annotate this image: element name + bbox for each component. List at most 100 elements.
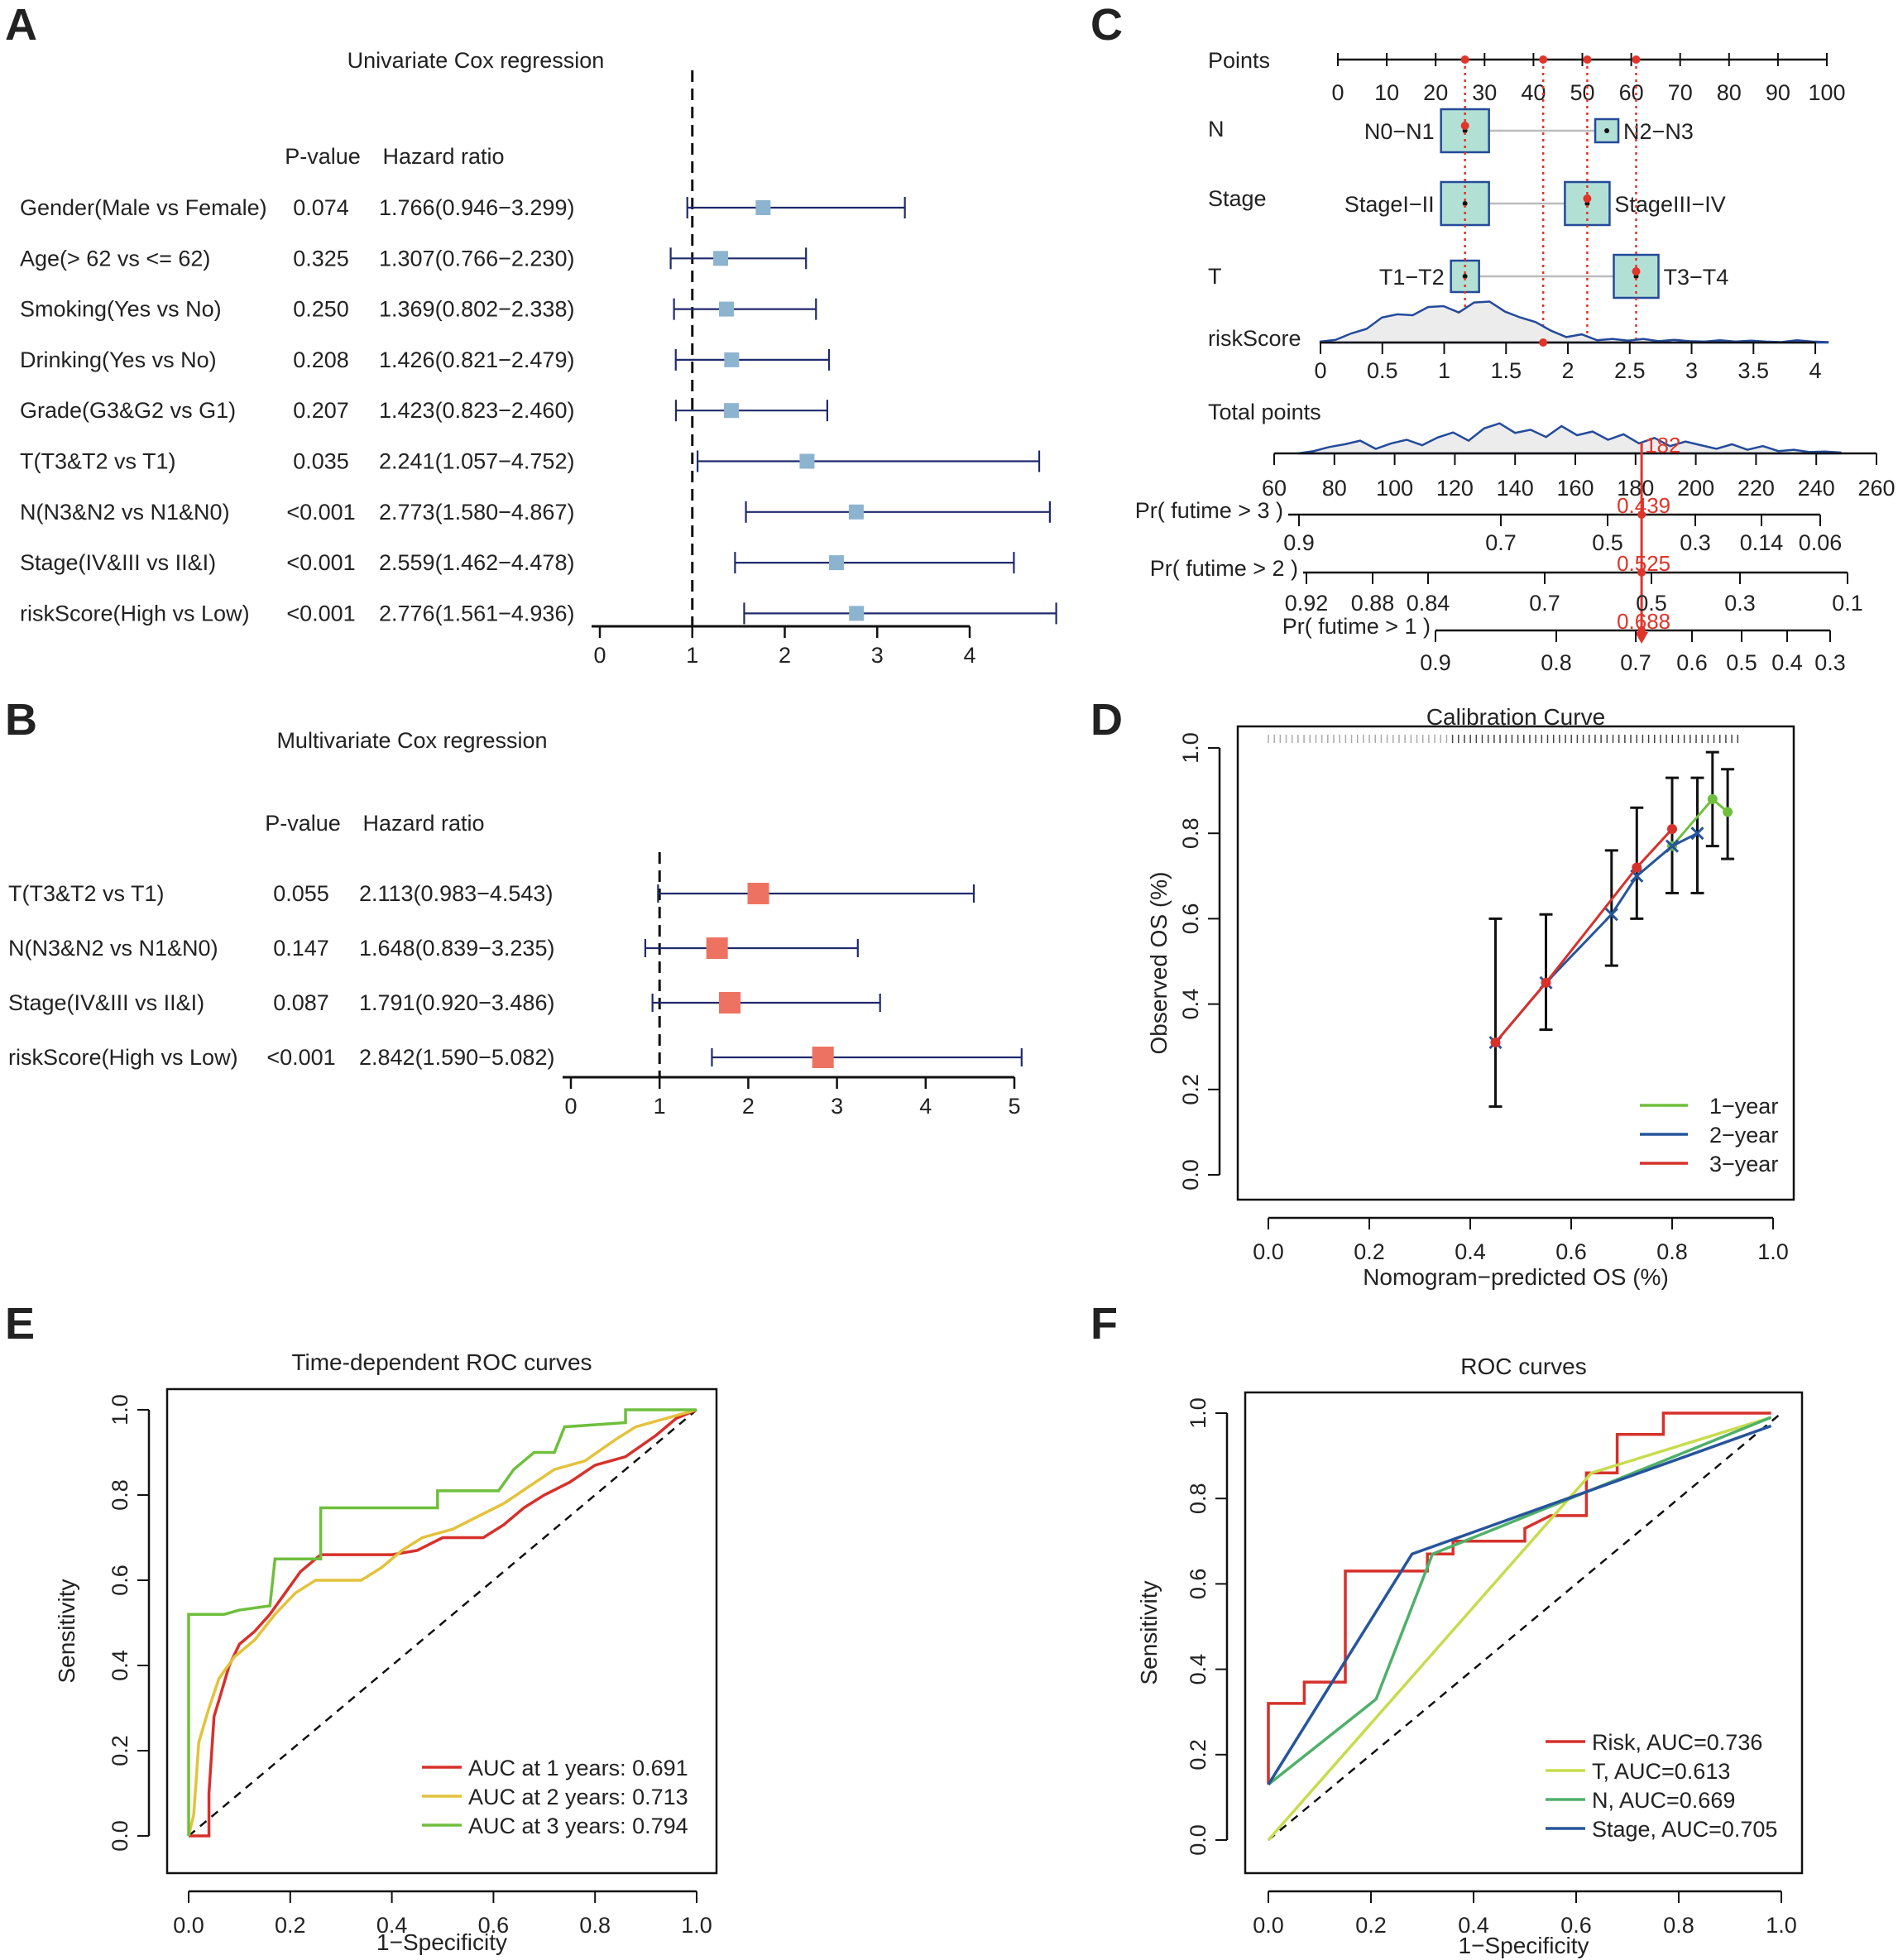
row-pvalue: 0.325 (293, 246, 349, 271)
x-tick-label: 1.0 (1766, 1913, 1797, 1938)
x-axis-label: 1−Specificity (1459, 1933, 1589, 1958)
total-points-tick-label: 140 (1497, 476, 1534, 501)
x-tick-label: 3 (871, 643, 884, 668)
total-points-tick-label: 240 (1798, 476, 1835, 501)
x-tick-label: 0.2 (275, 1913, 306, 1938)
column-header-pvalue: P-value (265, 811, 341, 836)
points-tick-label: 10 (1374, 80, 1399, 105)
panel-label-b: B (5, 695, 37, 745)
probability-tick-label: 0.7 (1485, 530, 1517, 555)
row-label: T(T3&T2 vs T1) (20, 449, 176, 474)
x-tick-label: 4 (963, 643, 975, 668)
row-pvalue: <0.001 (286, 500, 355, 525)
row-hazard-ratio: 1.307(0.766−2.230) (379, 246, 574, 271)
x-tick-label: 5 (1008, 1094, 1020, 1119)
hr-marker (718, 992, 741, 1014)
hr-marker (828, 555, 844, 571)
roc-curve (187, 1408, 697, 1836)
x-tick-label: 1 (686, 643, 698, 668)
row-label: Stage(IV&III vs II&I) (8, 990, 204, 1015)
legend-box (1539, 1723, 1800, 1846)
hr-marker (848, 504, 864, 520)
x-tick-label: 0.0 (173, 1913, 204, 1938)
x-tick-label: 1 (654, 1094, 666, 1119)
probability-tick-label: 0.6 (1676, 650, 1708, 675)
level-box (1594, 117, 1620, 144)
total-points-density (1297, 422, 1842, 455)
total-points-tick-label: 180 (1617, 476, 1654, 501)
panel-d-calibration: Calibration Curve 0.0 0.2 0.4 0.6 0.8 1.0 0.0 0.… (1146, 704, 1795, 1290)
x-tick-label: 0.6 (1560, 1913, 1592, 1938)
calibration-marker-x (1630, 869, 1644, 883)
points-tick-label: 80 (1717, 80, 1742, 105)
probability-marker (1637, 568, 1646, 577)
diagonal-reference (1268, 1412, 1782, 1841)
points-tick-label: 100 (1808, 80, 1845, 105)
chart-title: Univariate Cox regression (347, 48, 605, 73)
row-hazard-ratio: 2.113(0.983−4.543) (359, 881, 553, 906)
row-pvalue: 0.055 (273, 881, 329, 906)
x-tick-label: 0 (564, 1094, 577, 1119)
calibration-line (1670, 797, 1729, 847)
level-label: T1−T2 (1379, 265, 1445, 290)
probability-tick-label: 0.7 (1620, 650, 1651, 675)
x-tick-label: 0.4 (376, 1913, 408, 1938)
riskscore-density (1319, 300, 1829, 344)
probability-value: 0.525 (1617, 551, 1670, 576)
x-tick-label: 0.6 (478, 1913, 510, 1938)
hr-marker (799, 453, 815, 469)
row-pvalue: 0.035 (293, 449, 349, 474)
calibration-marker (1632, 862, 1642, 873)
y-tick-label: 0.0 (108, 1820, 132, 1852)
panel-e-time-roc: Time-dependent ROC curves 0.0 0.2 0.4 0.6 0.8… (54, 1349, 718, 1955)
points-marker (1632, 55, 1641, 64)
total-points-label: Total points (1208, 400, 1321, 424)
probability-tick-label: 0.84 (1407, 591, 1450, 616)
probability-tick-label: 0.4 (1771, 650, 1803, 675)
variable-name: Stage (1208, 186, 1267, 211)
probability-tick-label: 0.5 (1636, 591, 1667, 616)
probability-tick-label: 0.06 (1799, 530, 1843, 555)
legend-label: 3−year (1709, 1152, 1778, 1176)
y-tick-label: 0.4 (108, 1650, 132, 1681)
chart-title: Calibration Curve (1426, 704, 1605, 730)
plot-frame (165, 1387, 718, 1875)
row-hazard-ratio: 1.423(0.823−2.460) (379, 398, 574, 423)
legend-box (415, 1749, 713, 1842)
roc-curve (189, 1408, 697, 1838)
total-points-tick-label: 260 (1857, 476, 1895, 501)
calibration-marker (1707, 793, 1718, 804)
probability-tick-label: 0.8 (1541, 650, 1572, 675)
panel-b-forest-multivariate: Multivariate Cox regression P-value Hazard… (8, 728, 1023, 1119)
probability-tick-label: 0.3 (1680, 530, 1711, 555)
riskscore-tick-label: 3 (1685, 358, 1698, 383)
x-tick-label: 0.4 (1458, 1913, 1489, 1938)
riskscore-tick-label: 0 (1314, 358, 1326, 383)
riskscore-tick-label: 0.5 (1367, 358, 1398, 383)
x-axis-label: 1−Specificity (376, 1929, 507, 1955)
level-label: N2−N3 (1623, 119, 1694, 144)
x-axis-label: Nomogram−predicted OS (%) (1363, 1264, 1669, 1290)
level-label: StageI−II (1344, 192, 1435, 217)
x-tick-label: 2 (742, 1094, 755, 1119)
row-label: riskScore(High vs Low) (20, 601, 250, 625)
probability-tick-label: 0.3 (1724, 591, 1756, 616)
row-hazard-ratio: 1.766(0.946−3.299) (379, 195, 574, 220)
points-tick-label: 30 (1472, 80, 1497, 105)
legend-label: 1−year (1709, 1094, 1778, 1119)
chart-title: Time-dependent ROC curves (291, 1349, 592, 1375)
calibration-marker-x (1690, 827, 1704, 841)
points-tick-label: 20 (1423, 80, 1448, 105)
x-tick-label: 0.8 (1663, 1913, 1694, 1938)
y-tick-label: 0.8 (1186, 1483, 1210, 1514)
x-tick-label: 0.0 (1253, 1239, 1284, 1264)
row-hazard-ratio: 2.773(1.580−4.867) (379, 500, 574, 525)
riskscore-tick-label: 4 (1809, 358, 1822, 383)
row-pvalue: 0.208 (293, 347, 349, 372)
panel-a-forest-univariate: Univariate Cox regression P-value Hazard r… (20, 48, 1057, 668)
panel-label-a: A (5, 0, 37, 50)
panel-label-e: E (5, 1299, 35, 1349)
probability-value: 0.688 (1617, 609, 1670, 634)
probability-label: Pr( futime > 2 ) (1150, 556, 1298, 581)
